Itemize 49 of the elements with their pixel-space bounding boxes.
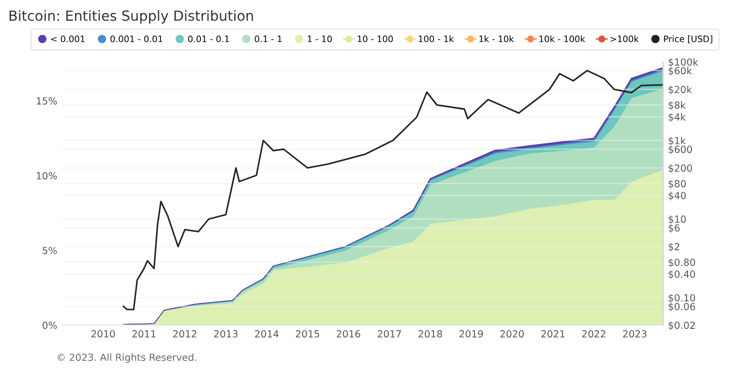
- x-tick-label: 2015: [296, 330, 320, 338]
- text: © 2023. All Rights Reserved.: [58, 353, 196, 363]
- y-tick-label: 10%: [36, 172, 57, 180]
- y2-tick-label: $0.80: [668, 258, 696, 268]
- y-tick-label: 0%: [42, 322, 57, 329]
- y2-tick-label: $4k: [668, 113, 686, 122]
- y2-tick-label: $10: [668, 215, 686, 224]
- legend-label: 1k - 10k: [479, 35, 514, 42]
- legend-label: 1 - 10: [308, 36, 332, 42]
- legend-label: < 0.001: [51, 36, 85, 42]
- legend-label: 100 - 1k: [418, 35, 454, 42]
- legend-label: 0.1 - 1: [254, 36, 282, 42]
- y-tick-label: 5%: [42, 246, 57, 254]
- y2-tick-label: $0.02: [668, 321, 695, 330]
- y2-tick-label: $20k: [668, 86, 692, 94]
- y2-tick-label: $40: [668, 192, 686, 201]
- y2-tick-label: $60k: [668, 66, 692, 76]
- x-tick-label: 2022: [582, 330, 606, 338]
- legend-label: >100k: [610, 35, 639, 42]
- x-tick-label: 2019: [460, 330, 483, 338]
- y2-tick-label: $8k: [668, 101, 686, 110]
- y2-tick-label: $0.06: [668, 302, 696, 312]
- y-tick-label: 15%: [36, 97, 57, 105]
- x-tick-label: 2014: [255, 330, 279, 338]
- x-tick-label: 2023: [623, 330, 646, 338]
- x-tick-label: 2013: [214, 330, 238, 338]
- y2-tick-label: $0.40: [668, 270, 696, 280]
- x-tick-label: 2017: [378, 330, 401, 338]
- x-tick-label: 2020: [500, 330, 524, 338]
- x-tick-label: 2021: [541, 330, 565, 338]
- x-tick-label: 2010: [91, 330, 115, 338]
- legend-label: Price [USD]: [664, 35, 712, 44]
- y2-tick-label: $1k: [668, 136, 686, 146]
- y2-tick-label: $0.10: [668, 294, 696, 303]
- legend-label: 0.001 - 0.01: [110, 36, 162, 42]
- legend-label: 10 - 100: [358, 36, 393, 42]
- x-tick-label: 2016: [336, 330, 360, 338]
- legend-label: 10k - 100k: [539, 35, 586, 42]
- y2-tick-label: $100k: [668, 58, 698, 67]
- y2-tick-label: $2: [668, 242, 680, 252]
- y2-tick-label: $600: [668, 145, 692, 154]
- legend-label: 0.01 - 0.1: [188, 36, 229, 42]
- y2-tick-label: $6: [668, 224, 680, 233]
- x-tick-label: 2011: [132, 330, 156, 338]
- chart-title: Bitcoin: Entities Supply Distribution: [10, 10, 253, 24]
- x-tick-label: 2012: [173, 330, 196, 338]
- y2-tick-label: $80: [668, 180, 686, 189]
- x-tick-label: 2018: [418, 330, 442, 338]
- y2-tick-label: $200: [668, 164, 692, 174]
